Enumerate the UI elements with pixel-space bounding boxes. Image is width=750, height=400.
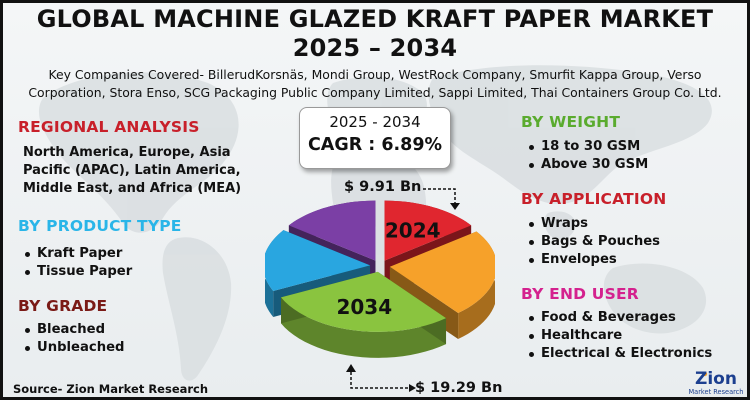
pie-label-2024: 2024 [385, 219, 441, 243]
pie-slice-2 [265, 230, 371, 291]
list-item: Bags & Pouches [527, 233, 737, 251]
pie-slice-0 [384, 200, 472, 261]
list-item: Above 30 GSM [527, 156, 737, 174]
pie-slice-4 [281, 271, 447, 332]
list-item: Bleached [23, 321, 223, 339]
application-list: Wraps Bags & Pouches Envelopes [527, 215, 737, 269]
list-item: Envelopes [527, 251, 737, 269]
annotation-2034-value: $ 19.29 Bn [415, 380, 503, 396]
pie-slice-side [281, 297, 447, 358]
svg-text:Zion: Zion [695, 369, 737, 389]
product-type-heading: BY PRODUCT TYPE [18, 217, 182, 235]
annotation-2024-value: $ 9.91 Bn [344, 179, 422, 195]
product-type-list: Kraft Paper Tissue Paper [23, 245, 223, 281]
list-item: Electrical & Electronics [527, 345, 742, 363]
list-item: Unbleached [23, 339, 223, 357]
application-heading: BY APPLICATION [521, 190, 667, 208]
list-item: Wraps [527, 215, 737, 233]
list-item: Tissue Paper [23, 263, 223, 281]
grade-list: Bleached Unbleached [23, 321, 223, 357]
key-companies-text: Key Companies Covered- BillerudKorsnäs, … [28, 67, 722, 100]
list-item: Healthcare [527, 327, 742, 345]
cagr-box: 2025 - 2034 CAGR : 6.89% [299, 107, 451, 169]
list-item: Food & Beverages [527, 309, 742, 327]
svg-text:Market Research: Market Research [688, 388, 743, 396]
list-item: 18 to 30 GSM [527, 138, 737, 156]
source-text: Source- Zion Market Research [13, 382, 209, 396]
cagr-value: CAGR : 6.89% [307, 135, 443, 155]
grade-heading: BY GRADE [18, 297, 108, 315]
cagr-period: 2025 - 2034 [329, 113, 421, 131]
annotation-2034-leader [346, 364, 416, 392]
pie-label-2034: 2034 [336, 295, 392, 319]
title-line-2: 2025 – 2034 [292, 34, 458, 62]
regional-analysis-heading: REGIONAL ANALYSIS [18, 118, 200, 136]
zion-logo: Zion Market Research [688, 369, 743, 396]
regional-analysis-text: North America, Europe, Asia Pacific (APA… [23, 145, 242, 196]
pie-chart: 2024 2034 [265, 200, 495, 358]
pie-slice-1 [288, 200, 376, 261]
weight-heading: BY WEIGHT [521, 113, 621, 131]
title-line-1: GLOBAL MACHINE GLAZED KRAFT PAPER MARKET [36, 5, 714, 33]
annotation-2024-leader [423, 188, 460, 210]
pie-slice-3 [389, 231, 495, 313]
weight-list: 18 to 30 GSM Above 30 GSM [527, 138, 737, 174]
list-item: Kraft Paper [23, 245, 223, 263]
end-user-heading: BY END USER [521, 285, 639, 303]
end-user-list: Food & Beverages Healthcare Electrical &… [527, 309, 742, 363]
